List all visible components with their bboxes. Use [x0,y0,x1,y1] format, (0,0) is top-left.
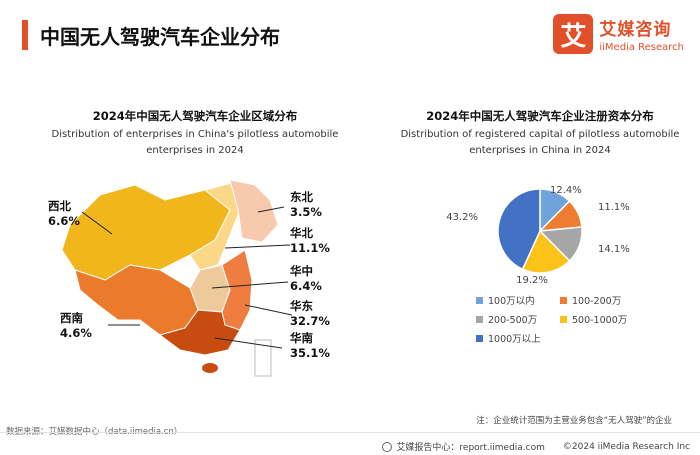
report-center-link[interactable]: 艾媒报告中心：report.iimedia.com [396,443,545,453]
leader-line-south [214,337,283,349]
map-south-sea-inset [254,339,272,377]
map-region-south [158,309,241,356]
leader-line-north [224,244,291,249]
pie-label-2: 11.1% [598,202,630,213]
legend-swatch [560,315,567,323]
map-region-hainan [202,363,218,373]
pie-legend: 100万以内 100-200万 200-500万 500-1000万 1000万… [476,293,676,350]
legend-item: 100-200万 [560,293,644,307]
legend-item: 100万以内 [476,293,560,307]
pie-label-1: 12.4% [550,185,582,196]
footer-credits: 艾媒报告中心：report.iimedia.com ©2024 iiMedia … [382,440,690,453]
pie-chart-subtitle-2: enterprises in China in 2024 [469,145,611,156]
legend-item: 1000万以上 [476,331,560,345]
pie-label-4: 19.2% [516,275,548,286]
map-region-northeast [229,179,279,243]
logo-cn-text: 艾媒咨询 [599,20,672,40]
map-chart-subtitle-1: Distribution of enterprises in China's p… [51,129,339,140]
logo-mark: 艾 [553,14,594,54]
legend-item: 200-500万 [476,312,560,326]
map-label-central: 华中 6.4% [290,264,322,293]
pie-chart: 12.4% 11.1% 14.1% 19.2% 43.2% [446,185,630,286]
pie-chart-title: 2024年中国无人驾驶汽车企业注册资本分布 [426,109,654,123]
map-label-east: 华东 32.7% [290,299,330,328]
leader-line-northeast [257,206,285,213]
leader-line-central [211,281,289,289]
page-title: 中国无人驾驶汽车企业分布 [40,24,280,49]
map-label-northwest: 西北 6.6% [48,199,80,228]
legend-swatch [476,315,483,323]
logo-en-text: iiMedia Research [599,42,684,53]
pie-label-5: 43.2% [446,212,478,223]
leader-line-northwest [81,211,113,235]
legend-swatch [476,334,483,342]
legend-swatch [560,296,567,304]
pie-chart-subtitle-1: Distribution of registered capital of pi… [400,129,680,140]
data-source: 数据来源：艾媒数据中心（data.iimedia.cn） [6,427,183,437]
brand-logo: 艾 艾媒咨询 iiMedia Research [553,14,684,54]
map-label-northeast: 东北 3.5% [290,190,322,219]
map-chart-subtitle-2: enterprises in 2024 [146,145,244,156]
map-chart-title: 2024年中国无人驾驶汽车企业区域分布 [92,109,298,123]
leader-line-east [244,304,293,316]
pie-slice-4 [521,229,571,274]
pie-label-3: 14.1% [598,244,630,255]
title-accent-bar [22,20,28,50]
map-label-southwest: 西南 4.6% [60,311,92,340]
title-bar: 中国无人驾驶汽车企业分布 [22,18,280,52]
legend-item: 500-1000万 [560,312,644,326]
china-map [61,179,293,377]
report-center-icon [382,441,393,452]
map-label-south: 华南 35.1% [290,331,330,360]
map-label-north: 华北 11.1% [290,226,330,255]
legend-swatch [476,296,483,304]
copyright: ©2024 iiMedia Research Inc [562,441,690,452]
footer-divider [0,432,700,433]
footnote: 注：企业统计范围为主营业务包含“无人驾驶”的企业 [476,416,672,426]
pie-slice-5 [497,188,541,271]
